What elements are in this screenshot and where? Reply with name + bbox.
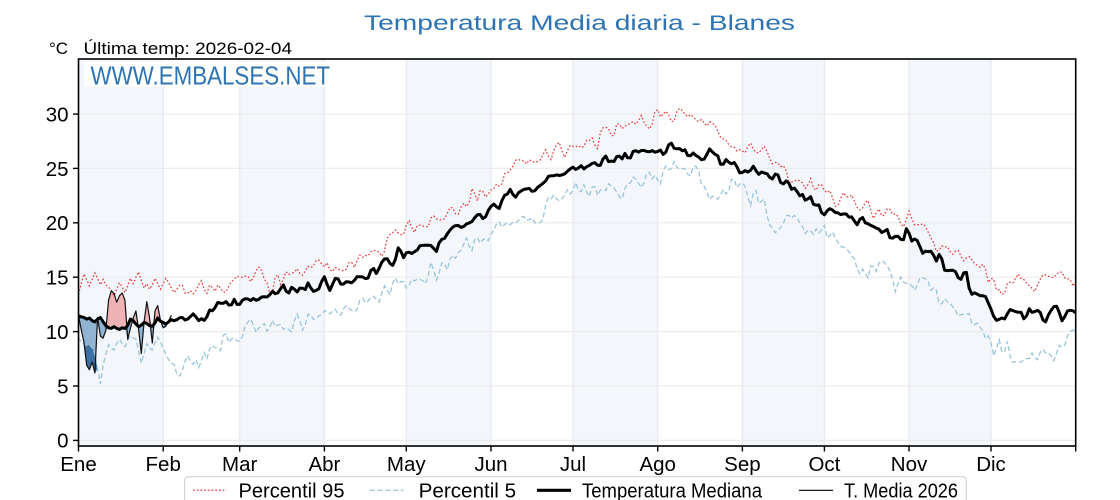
svg-text:Percentil 5: Percentil 5: [419, 480, 516, 500]
svg-text:20: 20: [46, 212, 69, 235]
svg-text:15: 15: [46, 267, 69, 290]
svg-text:Última temp: 2026-02-04: Última temp: 2026-02-04: [84, 39, 293, 58]
svg-text:Ene: Ene: [60, 453, 96, 476]
svg-text:Sep: Sep: [724, 453, 760, 476]
svg-text:0: 0: [57, 430, 68, 453]
svg-text:Feb: Feb: [146, 453, 181, 476]
svg-text:25: 25: [46, 158, 69, 181]
svg-text:Percentil 95: Percentil 95: [239, 480, 345, 500]
svg-text:Jun: Jun: [474, 453, 507, 476]
svg-text:Ago: Ago: [639, 453, 675, 476]
svg-text:5: 5: [57, 375, 68, 398]
svg-text:Temperatura Media diaria - Bla: Temperatura Media diaria - Blanes: [364, 11, 795, 35]
svg-text:Oct: Oct: [808, 453, 840, 476]
svg-text:WWW.EMBALSES.NET: WWW.EMBALSES.NET: [91, 63, 331, 91]
svg-text:Abr: Abr: [308, 453, 340, 476]
svg-text:10: 10: [46, 321, 69, 344]
svg-text:Temperatura Mediana: Temperatura Mediana: [582, 480, 763, 500]
svg-text:May: May: [387, 453, 426, 476]
svg-text:30: 30: [46, 103, 69, 126]
svg-text:Dic: Dic: [976, 453, 1006, 476]
svg-text:Nov: Nov: [891, 453, 928, 476]
svg-text:Mar: Mar: [222, 453, 257, 476]
svg-text:T. Media 2026: T. Media 2026: [844, 480, 958, 500]
svg-text:°C: °C: [49, 39, 68, 58]
svg-text:Jul: Jul: [560, 453, 586, 476]
